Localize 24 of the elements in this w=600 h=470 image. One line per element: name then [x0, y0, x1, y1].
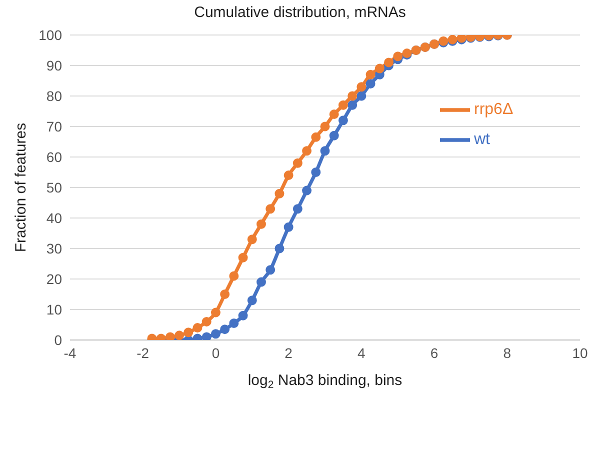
y-tick-label: 70	[46, 118, 62, 134]
legend-label: rrp6Δ	[474, 101, 514, 118]
y-tick-label: 20	[46, 270, 62, 287]
x-axis-title: log$_{2}$ Nab3 binding, bins	[248, 372, 402, 392]
x-tick-label: -2	[136, 344, 150, 361]
chart-title: Cumulative distribution, mRNAs	[194, 4, 406, 21]
y-tick-label: 0	[54, 332, 62, 348]
x-tick-label: 10	[572, 344, 588, 361]
x-tick-label: 4	[358, 344, 366, 361]
x-tick-label: 8	[503, 344, 512, 361]
x-tick-label: 0	[212, 344, 220, 361]
y-tick-label: 50	[46, 179, 62, 196]
y-tick-label: 60	[46, 148, 62, 165]
y-tick-label: 100	[38, 26, 62, 43]
x-tick-label: -4	[64, 344, 76, 361]
legend-label: wt	[474, 131, 490, 148]
x-tick-label: 6	[430, 344, 438, 361]
y-tick-label: 40	[46, 210, 62, 226]
y-tick-label: 30	[46, 240, 62, 256]
y-tick-label: 90	[46, 57, 62, 74]
y-tick-label: 80	[46, 88, 62, 104]
y-axis-title: Fraction of features	[12, 122, 30, 252]
y-tick-label: 10	[46, 301, 62, 318]
x-tick-label: 2	[284, 344, 293, 361]
